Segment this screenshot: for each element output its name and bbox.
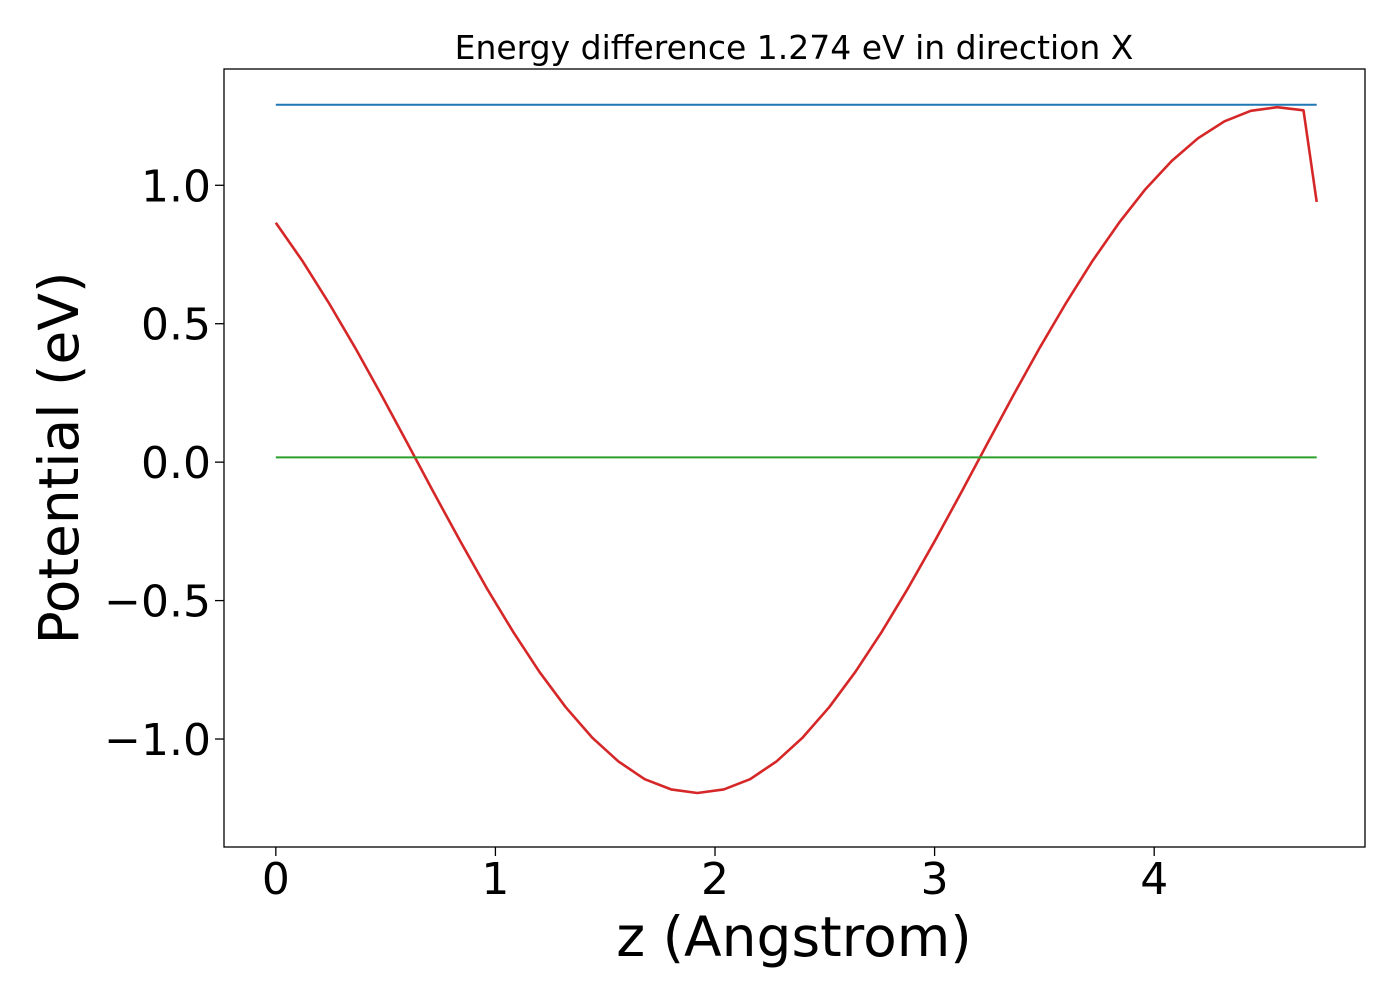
- chart-title: Energy difference 1.274 eV in direction …: [455, 28, 1134, 67]
- plot-lines: [274, 103, 1318, 795]
- x-tick-label: 0: [262, 854, 290, 905]
- y-tick-label: −0.5: [104, 577, 211, 628]
- y-tick-label: 0.5: [141, 300, 211, 351]
- y-axis-ticks: 1.0 0.5 0.0 −0.5 −1.0: [104, 161, 224, 766]
- y-axis-label: Potential (eV): [27, 272, 91, 645]
- y-tick-label: 1.0: [141, 161, 211, 212]
- x-tick-label: 1: [481, 854, 509, 905]
- x-tick-label: 4: [1140, 854, 1168, 905]
- x-axis-label: z (Angstrom): [616, 905, 972, 969]
- x-tick-label: 3: [921, 854, 949, 905]
- y-tick-label: 0.0: [141, 438, 211, 489]
- x-axis-ticks: 0 1 2 3 4: [262, 847, 1168, 905]
- series-line-0: [274, 105, 1318, 795]
- plot-frame: [223, 68, 1366, 848]
- x-tick-label: 2: [701, 854, 729, 905]
- y-tick-label: −1.0: [104, 715, 211, 766]
